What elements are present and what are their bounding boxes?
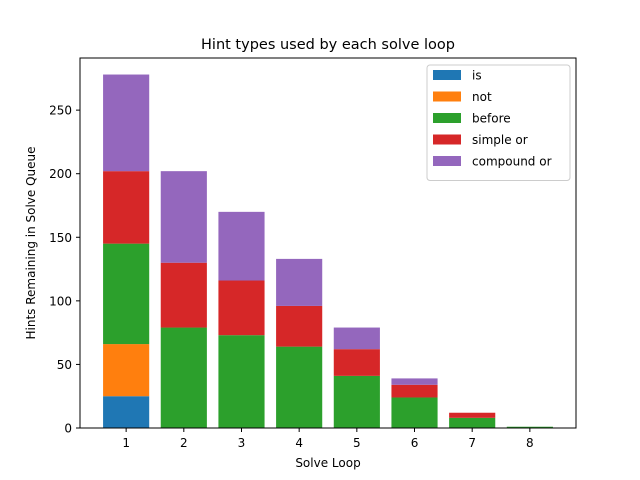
bar-simple-or-3 (218, 280, 265, 336)
legend-label-before: before (472, 112, 511, 126)
legend: is not before simple or compound or (426, 64, 571, 181)
x-tick-label: 2 (180, 436, 188, 450)
x-tick-label: 3 (238, 436, 246, 450)
bar-simple-or-5 (333, 349, 380, 376)
legend-swatch-simple-or (433, 134, 461, 145)
bar-before-6 (391, 397, 438, 428)
plot-frame (79, 57, 577, 429)
bar-before-5 (333, 375, 380, 428)
y-tick-label: 150 (49, 231, 72, 245)
bar-compound-or-1 (103, 74, 150, 172)
legend-label-simple-or: simple or (472, 133, 528, 147)
legend-swatch-compound-or (433, 156, 461, 166)
bar-not-1 (103, 344, 150, 397)
x-tick-label: 5 (353, 436, 361, 450)
legend-label-compound-or: compound or (472, 155, 552, 169)
chart-title: Hint types used by each solve loop (201, 37, 455, 53)
legend-frame (426, 64, 571, 181)
bar-before-8 (506, 426, 553, 428)
bar-before-2 (160, 327, 207, 428)
legend-swatch-before (433, 113, 461, 123)
y-tick-label: 200 (49, 167, 72, 181)
bar-before-3 (218, 335, 265, 428)
y-axis-label: Hints Remaining in Solve Queue (24, 146, 38, 339)
bar-before-4 (276, 346, 323, 428)
bar-compound-or-2 (160, 171, 207, 263)
x-axis-label: Solve Loop (295, 456, 360, 470)
bar-is-1 (103, 396, 150, 428)
legend-label-is: is (472, 69, 482, 83)
x-tick-label: 7 (468, 436, 476, 450)
y-axis: 0 50 100 150 200 250 (49, 104, 80, 436)
bar-before-1 (103, 243, 150, 345)
x-tick-label: 6 (411, 436, 419, 450)
y-tick-label: 100 (49, 294, 72, 308)
bar-simple-or-4 (276, 305, 323, 347)
y-tick-label: 50 (57, 358, 72, 372)
bar-simple-or-1 (103, 171, 150, 244)
bar-before-7 (449, 417, 496, 428)
legend-swatch-is (433, 70, 461, 80)
bar-compound-or-3 (218, 211, 265, 281)
bar-group (103, 74, 553, 428)
y-tick-label: 0 (64, 422, 72, 436)
bar-compound-or-5 (333, 327, 380, 350)
bar-simple-or-2 (160, 262, 207, 328)
x-tick-label: 1 (122, 436, 130, 450)
bar-compound-or-6 (391, 378, 438, 385)
bar-simple-or-6 (391, 384, 438, 398)
y-tick-label: 250 (49, 104, 72, 118)
legend-label-not: not (472, 90, 492, 104)
x-axis: 1 2 3 4 5 6 7 8 (122, 428, 534, 450)
x-tick-label: 4 (295, 436, 303, 450)
bar-compound-or-4 (276, 258, 323, 306)
legend-swatch-not (433, 91, 461, 102)
bar-simple-or-7 (449, 412, 496, 418)
x-tick-label: 8 (526, 436, 534, 450)
